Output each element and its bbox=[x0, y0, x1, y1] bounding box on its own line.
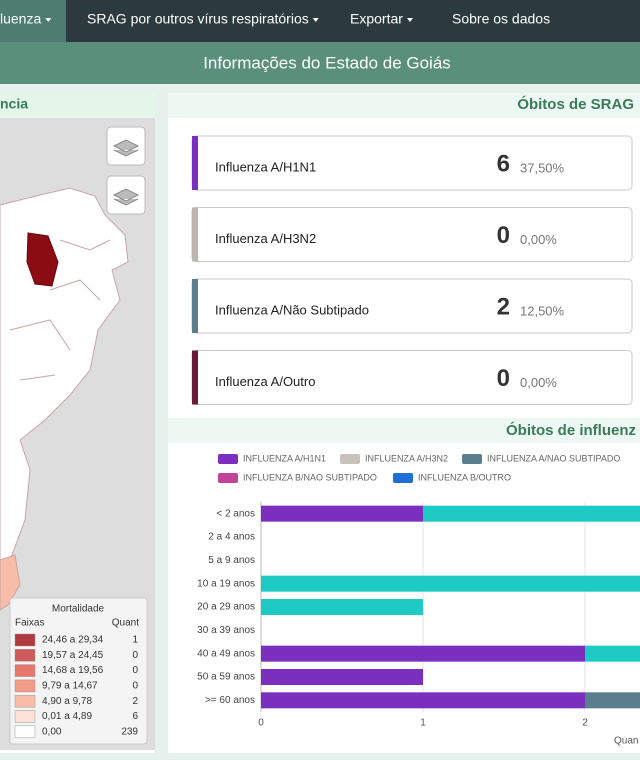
card-percent: 0,00% bbox=[520, 375, 557, 390]
y-tick-label: 40 a 49 anos bbox=[197, 648, 255, 659]
card-accent bbox=[192, 207, 198, 262]
card-label: Influenza A/H3N2 bbox=[215, 231, 316, 246]
caret bbox=[45, 18, 52, 22]
nav-item[interactable]: Sobre os dados bbox=[452, 11, 550, 27]
y-tick-label: 10 a 19 anos bbox=[197, 578, 255, 589]
bar bbox=[423, 505, 640, 522]
card-label: Influenza A/Outro bbox=[215, 374, 315, 389]
bar bbox=[261, 669, 423, 685]
legend-label: INFLUENZA B/OUTRO bbox=[418, 472, 511, 482]
y-tick-label: 2 a 4 anos bbox=[208, 532, 255, 543]
x-tick-label: 1 bbox=[420, 718, 426, 729]
bar bbox=[261, 692, 585, 709]
legend-range: 4,90 a 9,78 bbox=[42, 696, 92, 707]
legend-range: 0,01 a 4,89 bbox=[42, 711, 92, 722]
card-label: Influenza A/Não Subtipado bbox=[215, 302, 369, 317]
nav-item[interactable]: luenza bbox=[0, 11, 41, 27]
card-accent bbox=[192, 350, 198, 405]
legend-count: 0 bbox=[132, 665, 138, 676]
panel-title: ncia bbox=[0, 96, 28, 112]
legend-count: 2 bbox=[132, 696, 138, 707]
legend-swatch bbox=[14, 649, 36, 662]
legend-count: 0 bbox=[132, 681, 138, 692]
legend-count: 0 bbox=[132, 650, 138, 661]
card-count: 0 bbox=[497, 222, 510, 249]
card-percent: 12,50% bbox=[520, 303, 565, 318]
legend-swatch bbox=[462, 454, 482, 464]
y-tick-label: 5 a 9 anos bbox=[208, 555, 255, 566]
card-label: Influenza A/H1N1 bbox=[215, 159, 316, 174]
legend-count: 1 bbox=[132, 635, 138, 646]
x-tick-label: 0 bbox=[258, 718, 264, 729]
card-count: 6 bbox=[497, 150, 510, 177]
legend-swatch bbox=[393, 473, 413, 483]
bar bbox=[261, 645, 585, 662]
bar bbox=[585, 692, 640, 709]
bar bbox=[261, 599, 423, 615]
legend-swatch bbox=[218, 454, 238, 464]
card-count: 0 bbox=[497, 365, 510, 392]
legend-label: INFLUENZA A/NAO SUBTIPADO bbox=[487, 453, 620, 463]
legend-col: Faixas bbox=[15, 618, 44, 629]
card-percent: 37,50% bbox=[520, 160, 565, 175]
legend-swatch bbox=[340, 454, 360, 464]
y-tick-label: 30 a 39 anos bbox=[197, 625, 255, 636]
chart-title: Óbitos de influenz bbox=[506, 421, 636, 439]
banner-title: Informações do Estado de Goiás bbox=[203, 53, 451, 72]
bar bbox=[261, 575, 640, 592]
y-tick-label: >= 60 anos bbox=[205, 695, 255, 706]
y-tick-label: < 2 anos bbox=[216, 508, 255, 519]
caret bbox=[312, 18, 319, 22]
card-accent bbox=[192, 279, 198, 333]
legend-label: INFLUENZA B/NAO SUBTIPADO bbox=[243, 472, 377, 482]
nav-item[interactable]: Exportar bbox=[350, 11, 403, 27]
legend-swatch bbox=[14, 710, 36, 723]
legend-swatch bbox=[14, 679, 36, 693]
x-tick-label: 2 bbox=[582, 718, 588, 729]
panel-title: Óbitos de SRAG bbox=[517, 95, 634, 113]
y-tick-label: 50 a 59 anos bbox=[197, 672, 255, 683]
bar bbox=[585, 645, 640, 662]
legend-count: 6 bbox=[132, 711, 138, 722]
legend-range: 14,68 a 19,56 bbox=[42, 665, 104, 676]
legend-swatch bbox=[14, 664, 36, 677]
legend-swatch bbox=[14, 725, 36, 739]
legend-title: Mortalidade bbox=[52, 604, 105, 615]
legend-swatch bbox=[14, 694, 36, 708]
y-tick-label: 20 a 29 anos bbox=[197, 602, 255, 613]
card-count: 2 bbox=[497, 293, 510, 320]
legend-swatch bbox=[218, 473, 238, 483]
legend-label: INFLUENZA A/H1N1 bbox=[243, 453, 326, 463]
legend-range: 24,46 a 29,34 bbox=[42, 635, 104, 646]
caret bbox=[406, 18, 413, 22]
legend-label: INFLUENZA A/H3N2 bbox=[365, 453, 448, 463]
bar bbox=[261, 505, 423, 522]
legend-range: 9,79 a 14,67 bbox=[42, 681, 98, 692]
card-accent bbox=[192, 136, 198, 190]
legend-swatch bbox=[14, 633, 36, 647]
legend-range: 19,57 a 24,45 bbox=[42, 650, 104, 661]
legend-count: 239 bbox=[121, 726, 138, 737]
card-percent: 0,00% bbox=[520, 232, 557, 247]
nav-item[interactable]: SRAG por outros vírus respiratórios bbox=[87, 11, 309, 27]
legend-col: Quant bbox=[112, 618, 139, 629]
x-axis-label: Quan bbox=[614, 736, 638, 747]
legend-range: 0,00 bbox=[42, 726, 62, 737]
